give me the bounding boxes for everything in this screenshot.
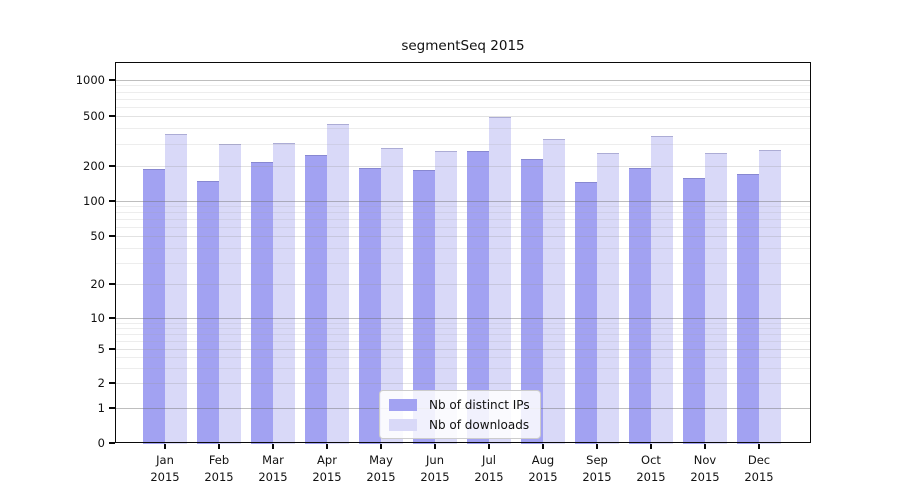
bar-downloads-jul <box>489 117 511 444</box>
gridline-800 <box>115 91 811 93</box>
legend-label: Nb of distinct IPs <box>429 397 530 412</box>
bar-downloads-jan <box>165 133 187 444</box>
x-tick-label-feb: Feb 2015 <box>187 452 251 485</box>
x-tick-mark-oct <box>650 443 652 449</box>
y-tick-mark-500 <box>109 115 115 117</box>
x-tick-label-year: 2015 <box>204 469 234 484</box>
x-tick-mark-jan <box>164 443 166 449</box>
x-tick-mark-mar <box>272 443 274 449</box>
x-tick-label-jul: Jul 2015 <box>457 452 521 485</box>
bar-distinct-ips-apr <box>305 154 327 444</box>
y-tick-label-5: 5 <box>97 342 105 356</box>
bar-downloads-aug <box>543 138 565 444</box>
y-tick-label-0: 0 <box>97 436 105 450</box>
bar-downloads-dec <box>759 149 781 444</box>
x-tick-mark-dec <box>758 443 760 449</box>
x-tick-label-sep: Sep 2015 <box>565 452 629 485</box>
bar-distinct-ips-oct <box>629 168 651 444</box>
x-tick-label-year: 2015 <box>582 469 612 484</box>
bar-distinct-ips-sep <box>575 181 597 444</box>
bar-downloads-may <box>381 148 403 444</box>
legend-item-distinct-ips: Nb of distinct IPs <box>389 397 530 412</box>
legend-swatch-distinct-ips <box>389 398 417 411</box>
y-tick-label-1: 1 <box>97 401 105 415</box>
legend-item-downloads: Nb of downloads <box>389 417 530 432</box>
x-tick-label-jan: Jan 2015 <box>133 452 197 485</box>
bar-downloads-apr <box>327 124 349 444</box>
x-tick-label-year: 2015 <box>312 469 342 484</box>
y-tick-mark-2 <box>109 382 115 384</box>
x-tick-label-apr: Apr 2015 <box>295 452 359 485</box>
x-tick-label-nov: Nov 2015 <box>673 452 737 485</box>
y-tick-mark-1 <box>109 407 115 409</box>
x-tick-label-year: 2015 <box>420 469 450 484</box>
y-tick-label-1000: 1000 <box>75 73 105 87</box>
x-tick-mark-aug <box>542 443 544 449</box>
gridline-1000 <box>115 80 811 81</box>
x-tick-label-oct: Oct 2015 <box>619 452 683 485</box>
y-tick-mark-200 <box>109 165 115 167</box>
bar-distinct-ips-jul <box>467 151 489 444</box>
x-tick-label-year: 2015 <box>366 469 396 484</box>
bar-distinct-ips-nov <box>683 178 705 444</box>
bar-downloads-jun <box>435 150 457 444</box>
bar-downloads-nov <box>705 153 727 444</box>
y-tick-label-200: 200 <box>83 159 105 173</box>
y-tick-label-10: 10 <box>90 311 105 325</box>
x-tick-label-may: May 2015 <box>349 452 413 485</box>
y-tick-mark-0 <box>109 442 115 444</box>
x-tick-mark-sep <box>596 443 598 449</box>
y-tick-mark-5 <box>109 348 115 350</box>
y-tick-mark-20 <box>109 283 115 285</box>
x-tick-label-year: 2015 <box>474 469 504 484</box>
x-tick-label-dec: Dec 2015 <box>727 452 791 485</box>
gridline-600 <box>115 106 811 108</box>
bar-distinct-ips-aug <box>521 159 543 444</box>
plot-area: Nb of distinct IPs Nb of downloads <box>115 62 811 444</box>
x-tick-label-year: 2015 <box>690 469 720 484</box>
x-tick-label-aug: Aug 2015 <box>511 452 575 485</box>
x-tick-label-year: 2015 <box>528 469 558 484</box>
bar-downloads-oct <box>651 136 673 444</box>
gridline-700 <box>115 98 811 100</box>
bar-distinct-ips-mar <box>251 162 273 444</box>
bar-distinct-ips-may <box>359 168 381 444</box>
bar-downloads-sep <box>597 152 619 444</box>
x-tick-label-year: 2015 <box>150 469 180 484</box>
x-tick-label-jun: Jun 2015 <box>403 452 467 485</box>
x-tick-mark-apr <box>326 443 328 449</box>
x-tick-mark-feb <box>218 443 220 449</box>
x-tick-mark-jun <box>434 443 436 449</box>
y-tick-mark-50 <box>109 235 115 237</box>
x-tick-label-year: 2015 <box>744 469 774 484</box>
y-tick-mark-10 <box>109 317 115 319</box>
y-tick-mark-1000 <box>109 79 115 81</box>
bar-distinct-ips-dec <box>737 173 759 444</box>
legend: Nb of distinct IPs Nb of downloads <box>379 390 541 439</box>
y-tick-label-50: 50 <box>90 229 105 243</box>
legend-label: Nb of downloads <box>429 417 530 432</box>
bar-distinct-ips-feb <box>197 180 219 444</box>
gridline-400 <box>115 128 811 130</box>
x-tick-label-year: 2015 <box>258 469 288 484</box>
bar-downloads-mar <box>273 142 295 444</box>
x-tick-mark-jul <box>488 443 490 449</box>
y-tick-label-500: 500 <box>83 109 105 123</box>
x-tick-label-year: 2015 <box>636 469 666 484</box>
x-tick-label-mar: Mar 2015 <box>241 452 305 485</box>
bar-distinct-ips-jan <box>143 168 165 444</box>
x-tick-mark-may <box>380 443 382 449</box>
bar-distinct-ips-jun <box>413 169 435 444</box>
gridline-900 <box>115 85 811 87</box>
bar-downloads-feb <box>219 143 241 444</box>
y-tick-mark-100 <box>109 200 115 202</box>
y-tick-label-100: 100 <box>83 194 105 208</box>
y-tick-label-2: 2 <box>97 376 105 390</box>
chart-title: segmentSeq 2015 <box>401 38 525 54</box>
gridline-500 <box>115 116 811 117</box>
y-tick-label-20: 20 <box>90 277 105 291</box>
x-tick-mark-nov <box>704 443 706 449</box>
legend-swatch-downloads <box>389 418 417 431</box>
